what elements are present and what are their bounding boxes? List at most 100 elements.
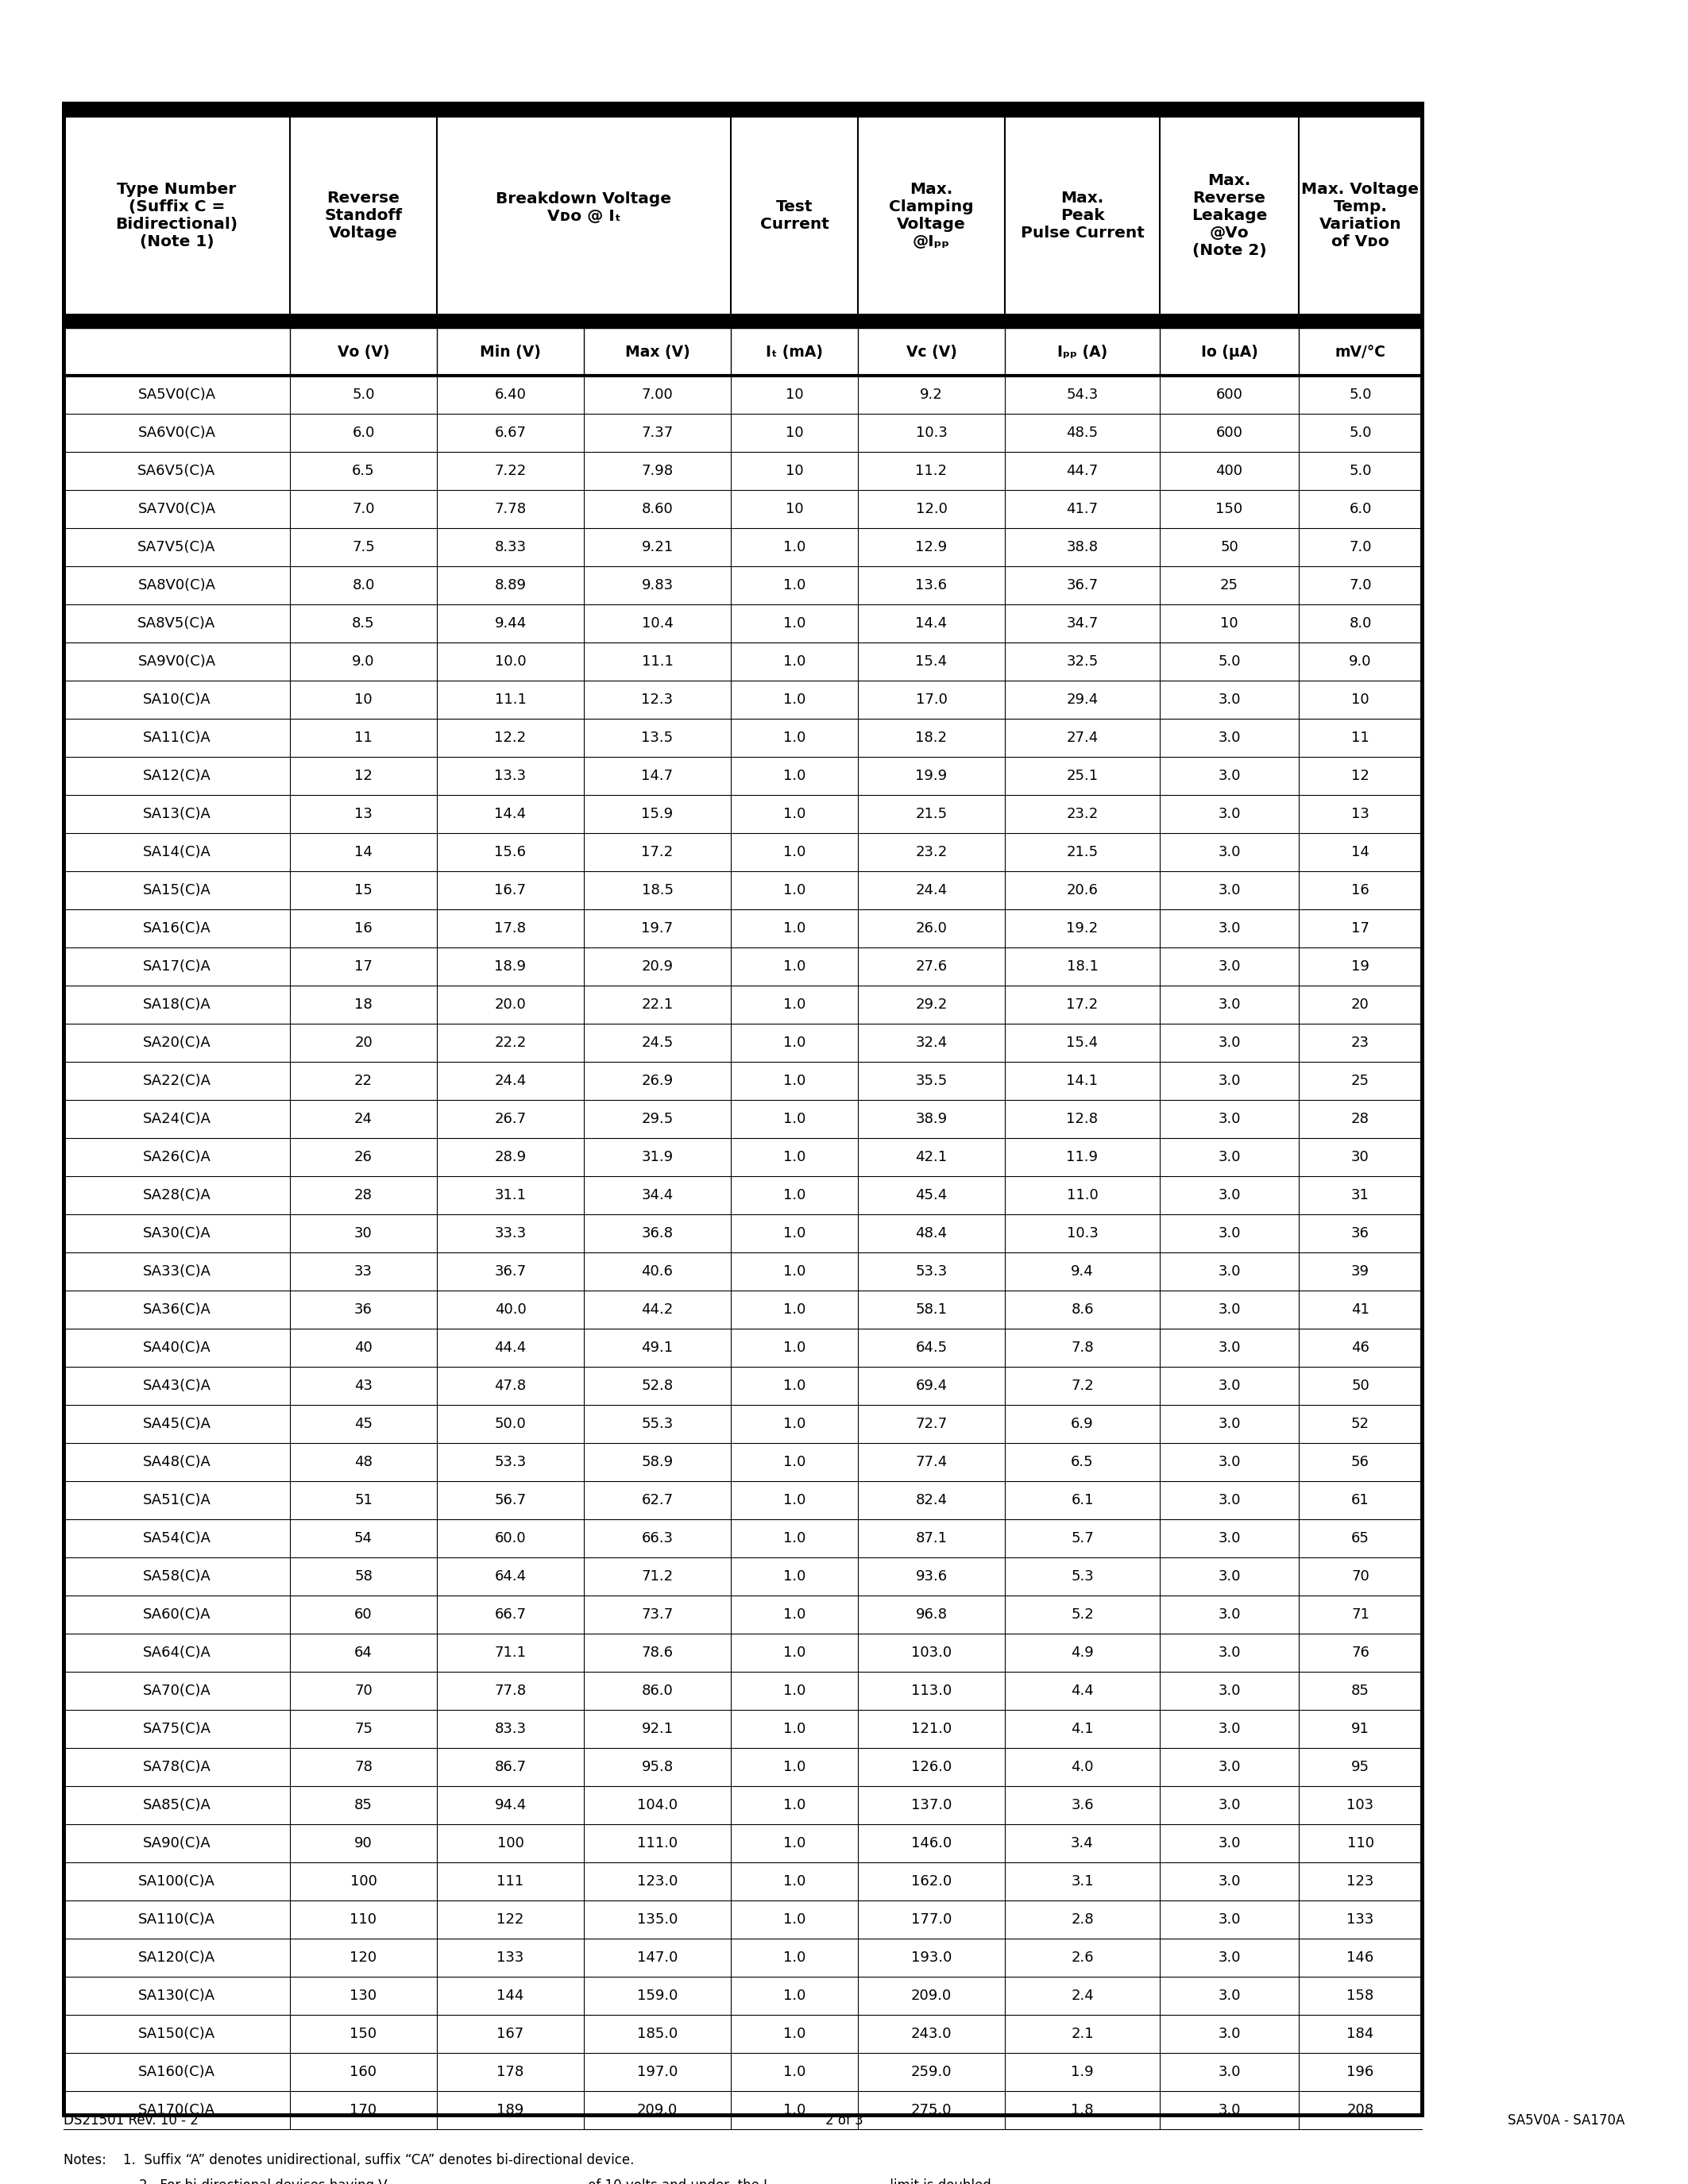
Text: 2 of 3: 2 of 3	[825, 2114, 863, 2127]
Text: 3.0: 3.0	[1219, 732, 1241, 745]
Text: SA16(C)A: SA16(C)A	[143, 922, 211, 935]
Text: SA40(C)A: SA40(C)A	[143, 1341, 211, 1354]
Text: 3.0: 3.0	[1219, 1760, 1241, 1773]
Text: Max (V): Max (V)	[625, 345, 690, 360]
Text: Vᴄ (V): Vᴄ (V)	[906, 345, 957, 360]
Text: 28.9: 28.9	[495, 1151, 527, 1164]
Text: 17.2: 17.2	[1067, 998, 1099, 1011]
Text: SA7V0(C)A: SA7V0(C)A	[138, 502, 216, 515]
Text: 3.0: 3.0	[1219, 1151, 1241, 1164]
Text: SA70(C)A: SA70(C)A	[143, 1684, 211, 1697]
Text: 40.0: 40.0	[495, 1302, 527, 1317]
Text: 100: 100	[349, 1874, 376, 1889]
Text: 7.2: 7.2	[1070, 1378, 1094, 1393]
Text: 71: 71	[1350, 1607, 1369, 1623]
Text: 5.0: 5.0	[353, 387, 375, 402]
Text: 17.2: 17.2	[641, 845, 674, 858]
Text: 130: 130	[349, 1990, 376, 2003]
Text: 111.0: 111.0	[636, 1837, 677, 1850]
Text: 1.0: 1.0	[783, 1684, 805, 1697]
Text: 3.0: 3.0	[1219, 1302, 1241, 1317]
Text: 36.7: 36.7	[1067, 579, 1099, 592]
Text: 3.0: 3.0	[1219, 1417, 1241, 1431]
Text: 123.0: 123.0	[636, 1874, 679, 1889]
Text: 95.8: 95.8	[641, 1760, 674, 1773]
Text: 10: 10	[354, 692, 373, 708]
Text: 3.0: 3.0	[1219, 1607, 1241, 1623]
Text: 60.0: 60.0	[495, 1531, 527, 1546]
Text: 5.3: 5.3	[1070, 1570, 1094, 1583]
Text: 52.8: 52.8	[641, 1378, 674, 1393]
Text: 144: 144	[496, 1990, 523, 2003]
Text: 19.2: 19.2	[1067, 922, 1099, 935]
Text: 7.22: 7.22	[495, 463, 527, 478]
Text: 3.0: 3.0	[1219, 1225, 1241, 1241]
Text: 7.0: 7.0	[353, 502, 375, 515]
Text: 53.3: 53.3	[915, 1265, 947, 1278]
Text: 15.4: 15.4	[915, 655, 947, 668]
Text: 1.9: 1.9	[1070, 2064, 1094, 2079]
Text: 38.9: 38.9	[915, 1112, 947, 1127]
Text: 13: 13	[354, 806, 373, 821]
Text: 110: 110	[1347, 1837, 1374, 1850]
Text: 1.0: 1.0	[783, 1531, 805, 1546]
Bar	[64, 314, 1421, 328]
Text: 167: 167	[496, 2027, 523, 2042]
Text: 15.4: 15.4	[1067, 1035, 1099, 1051]
Text: 21.5: 21.5	[1067, 845, 1099, 858]
Text: Max.
Reverse
Leakage
@Vᴏ
(Note 2): Max. Reverse Leakage @Vᴏ (Note 2)	[1192, 173, 1268, 258]
Bar	[64, 103, 1421, 2114]
Text: 34.7: 34.7	[1067, 616, 1099, 631]
Text: 3.1: 3.1	[1070, 1874, 1094, 1889]
Text: 12.8: 12.8	[1067, 1112, 1099, 1127]
Text: SA5V0(C)A: SA5V0(C)A	[138, 387, 216, 402]
Text: 146.0: 146.0	[912, 1837, 952, 1850]
Text: 33.3: 33.3	[495, 1225, 527, 1241]
Text: 12.3: 12.3	[641, 692, 674, 708]
Text: 29.2: 29.2	[915, 998, 947, 1011]
Text: 77.8: 77.8	[495, 1684, 527, 1697]
Text: 208: 208	[1347, 2103, 1374, 2116]
Text: 1.0: 1.0	[783, 1797, 805, 1813]
Text: 25: 25	[1350, 1075, 1369, 1088]
Text: 9.83: 9.83	[641, 579, 674, 592]
Text: 160: 160	[349, 2064, 376, 2079]
Text: 14.4: 14.4	[915, 616, 947, 631]
Text: 6.67: 6.67	[495, 426, 527, 439]
Text: 1.0: 1.0	[783, 1302, 805, 1317]
Text: 22: 22	[354, 1075, 373, 1088]
Text: 9.0: 9.0	[1349, 655, 1372, 668]
Text: 600: 600	[1215, 426, 1242, 439]
Text: 3.0: 3.0	[1219, 1990, 1241, 2003]
Text: 10.4: 10.4	[641, 616, 674, 631]
Text: 76: 76	[1350, 1645, 1369, 1660]
Text: 600: 600	[1215, 387, 1242, 402]
Text: 93.6: 93.6	[915, 1570, 947, 1583]
Text: SA12(C)A: SA12(C)A	[142, 769, 211, 784]
Text: SA170(C)A: SA170(C)A	[138, 2103, 216, 2116]
Text: 48.5: 48.5	[1067, 426, 1099, 439]
Text: 1.0: 1.0	[783, 882, 805, 898]
Text: 1.0: 1.0	[783, 806, 805, 821]
Text: 135.0: 135.0	[636, 1913, 679, 1926]
Text: 104.0: 104.0	[636, 1797, 677, 1813]
Text: 11: 11	[354, 732, 373, 745]
Text: 133: 133	[1347, 1913, 1374, 1926]
Text: 1.0: 1.0	[783, 1455, 805, 1470]
Text: 10: 10	[785, 426, 803, 439]
Text: 3.0: 3.0	[1219, 998, 1241, 1011]
Text: Reverse
Standoff
Voltage: Reverse Standoff Voltage	[324, 190, 402, 240]
Text: 4.9: 4.9	[1070, 1645, 1094, 1660]
Text: 11.1: 11.1	[495, 692, 527, 708]
Text: SA120(C)A: SA120(C)A	[138, 1950, 216, 1966]
Text: 184: 184	[1347, 2027, 1374, 2042]
Text: 25: 25	[1220, 579, 1239, 592]
Text: 8.6: 8.6	[1070, 1302, 1094, 1317]
Text: 22.1: 22.1	[641, 998, 674, 1011]
Text: Max.
Clamping
Voltage
@Iₚₚ: Max. Clamping Voltage @Iₚₚ	[890, 181, 974, 249]
Text: 20.9: 20.9	[641, 959, 674, 974]
Text: 45.4: 45.4	[915, 1188, 947, 1203]
Text: 73.7: 73.7	[641, 1607, 674, 1623]
Text: 1.0: 1.0	[783, 1570, 805, 1583]
Text: 94.4: 94.4	[495, 1797, 527, 1813]
